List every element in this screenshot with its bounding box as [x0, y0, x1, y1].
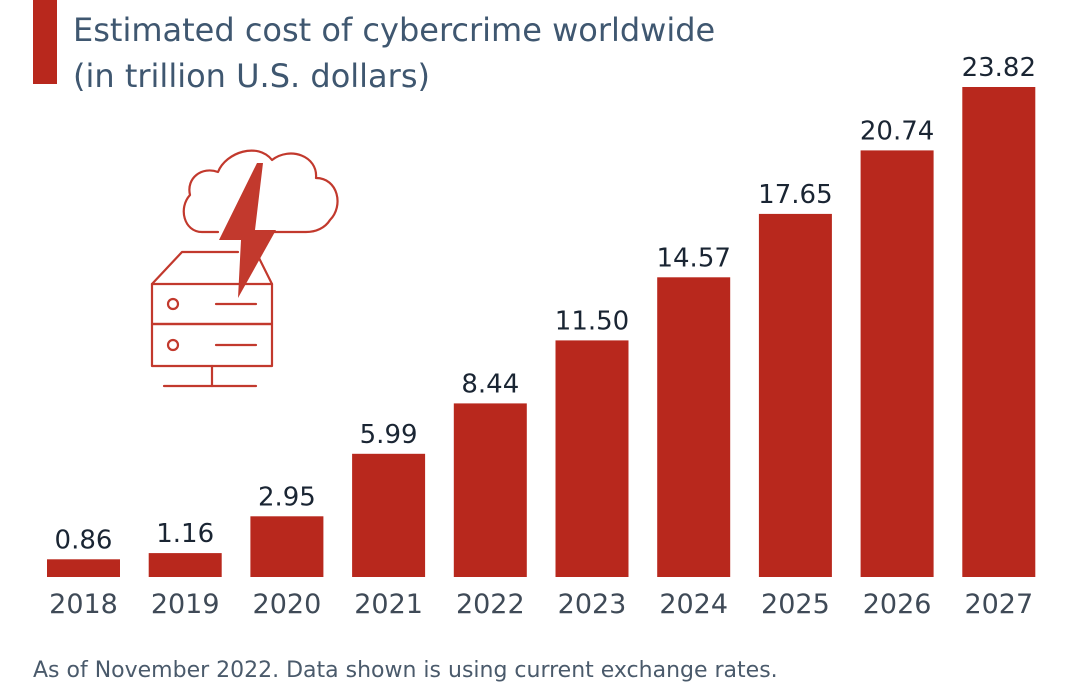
value-label-2026: 20.74: [860, 116, 934, 146]
value-label-2025: 17.65: [758, 180, 832, 210]
bar-2020: [250, 516, 324, 577]
x-tick-label-2022: 2022: [456, 589, 525, 620]
x-tick-label-2018: 2018: [49, 589, 118, 620]
x-tick-label-2025: 2025: [761, 589, 830, 620]
value-label-2020: 2.95: [258, 482, 316, 512]
lightning-bolt-icon: [219, 163, 276, 298]
x-tick-label-2027: 2027: [964, 589, 1033, 620]
chart-subtitle: (in trillion U.S. dollars): [73, 57, 430, 95]
value-label-2023: 11.50: [555, 306, 629, 336]
title-accent-bar: [33, 0, 57, 84]
bar-2019: [148, 553, 222, 577]
x-tick-label-2021: 2021: [354, 589, 423, 620]
bars-group: [47, 87, 1036, 577]
value-label-2022: 8.44: [461, 369, 519, 399]
bar-2023: [555, 340, 629, 577]
value-labels-group: 0.86 1.16 2.95 5.99 8.44 11.50 14.57 17.65 20.74…: [55, 53, 1036, 555]
x-tick-label-2023: 2023: [558, 589, 627, 620]
x-tick-labels-group: 2018 2019 2020 2021 2022 2023 2024 2025 2026 2027: [49, 589, 1033, 620]
value-label-2021: 5.99: [360, 420, 418, 450]
bar-2021: [352, 453, 426, 577]
bar-2018: [47, 559, 120, 577]
server-icon: [150, 250, 274, 388]
bar-2025: [758, 213, 832, 577]
chart-title: Estimated cost of cybercrime worldwide (…: [73, 7, 893, 99]
cloud-icon: [182, 149, 339, 234]
footnote: As of November 2022. Data shown is using…: [33, 658, 778, 683]
chart-title-line1: Estimated cost of cybercrime worldwide: [73, 11, 716, 49]
x-tick-label-2020: 2020: [253, 589, 322, 620]
x-tick-label-2026: 2026: [863, 589, 932, 620]
bar-2022: [453, 403, 527, 577]
value-label-2019: 1.16: [156, 519, 214, 549]
bar-2027: [962, 87, 1036, 577]
bar-2024: [657, 277, 731, 577]
x-tick-label-2024: 2024: [659, 589, 728, 620]
value-label-2024: 14.57: [656, 243, 730, 273]
x-tick-label-2019: 2019: [151, 589, 220, 620]
value-label-2027: 23.82: [962, 53, 1036, 83]
bar-2026: [860, 150, 934, 577]
value-label-2018: 0.86: [55, 525, 113, 555]
